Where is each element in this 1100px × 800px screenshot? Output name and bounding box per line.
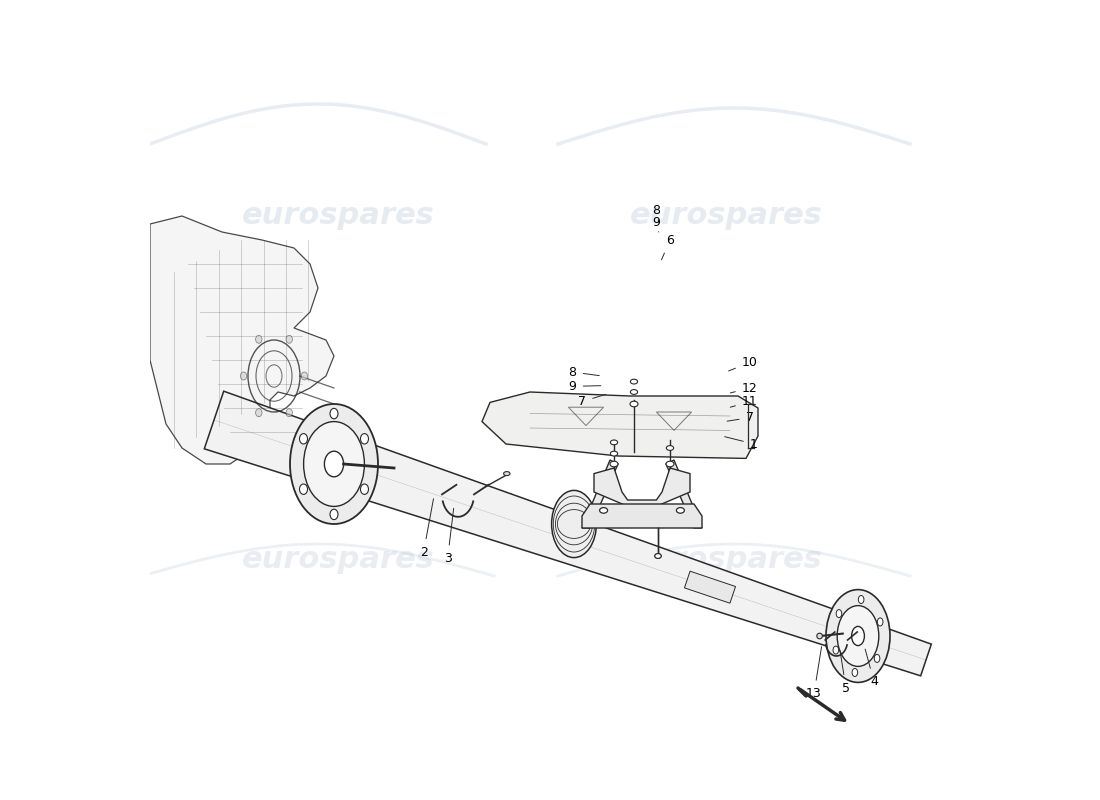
Text: eurospares: eurospares (629, 546, 823, 574)
Text: 7: 7 (727, 411, 754, 424)
Text: 2: 2 (420, 498, 433, 558)
Polygon shape (582, 504, 702, 528)
Polygon shape (582, 460, 618, 528)
Ellipse shape (666, 461, 674, 467)
Text: 8: 8 (569, 366, 600, 378)
Ellipse shape (851, 626, 865, 646)
Text: 10: 10 (728, 356, 758, 371)
Text: 1: 1 (725, 437, 758, 450)
Ellipse shape (630, 379, 638, 384)
Ellipse shape (610, 461, 618, 467)
Ellipse shape (874, 654, 880, 662)
Ellipse shape (286, 409, 293, 417)
Ellipse shape (676, 508, 684, 514)
Ellipse shape (826, 590, 890, 682)
Text: 6: 6 (661, 234, 674, 260)
Ellipse shape (610, 440, 617, 445)
Ellipse shape (255, 335, 262, 343)
Polygon shape (594, 468, 690, 506)
Text: eurospares: eurospares (629, 202, 823, 230)
Polygon shape (150, 216, 334, 464)
Bar (684, 571, 736, 603)
Ellipse shape (858, 595, 864, 603)
Ellipse shape (630, 402, 638, 406)
Ellipse shape (654, 554, 661, 558)
Text: 4: 4 (865, 649, 878, 688)
Ellipse shape (817, 634, 823, 638)
Polygon shape (205, 391, 932, 676)
Ellipse shape (301, 372, 308, 380)
Text: 7: 7 (578, 394, 606, 408)
Polygon shape (666, 460, 702, 528)
Ellipse shape (504, 471, 510, 475)
Ellipse shape (630, 390, 638, 394)
Polygon shape (482, 392, 758, 458)
Ellipse shape (852, 669, 858, 677)
Ellipse shape (837, 606, 879, 666)
Ellipse shape (290, 404, 378, 524)
Ellipse shape (836, 610, 842, 618)
Text: 8: 8 (652, 204, 660, 222)
Text: 13: 13 (806, 646, 822, 700)
Ellipse shape (299, 484, 308, 494)
Ellipse shape (878, 618, 883, 626)
Ellipse shape (324, 451, 343, 477)
Text: eurospares: eurospares (242, 546, 434, 574)
Ellipse shape (551, 490, 596, 558)
Ellipse shape (610, 451, 617, 456)
Ellipse shape (241, 372, 246, 380)
Text: 3: 3 (443, 508, 453, 565)
Ellipse shape (667, 446, 673, 450)
Text: 11: 11 (730, 395, 758, 408)
Ellipse shape (361, 484, 368, 494)
Text: 12: 12 (730, 382, 758, 394)
Ellipse shape (330, 408, 338, 419)
Ellipse shape (304, 422, 364, 506)
Ellipse shape (654, 554, 661, 558)
Ellipse shape (330, 510, 338, 520)
Text: 9: 9 (652, 216, 660, 232)
Ellipse shape (255, 409, 262, 417)
Ellipse shape (833, 646, 838, 654)
Ellipse shape (286, 335, 293, 343)
Text: 5: 5 (840, 650, 850, 694)
Ellipse shape (361, 434, 368, 444)
Text: 9: 9 (569, 380, 601, 393)
Ellipse shape (600, 508, 607, 514)
Ellipse shape (299, 434, 308, 444)
Text: eurospares: eurospares (242, 202, 434, 230)
